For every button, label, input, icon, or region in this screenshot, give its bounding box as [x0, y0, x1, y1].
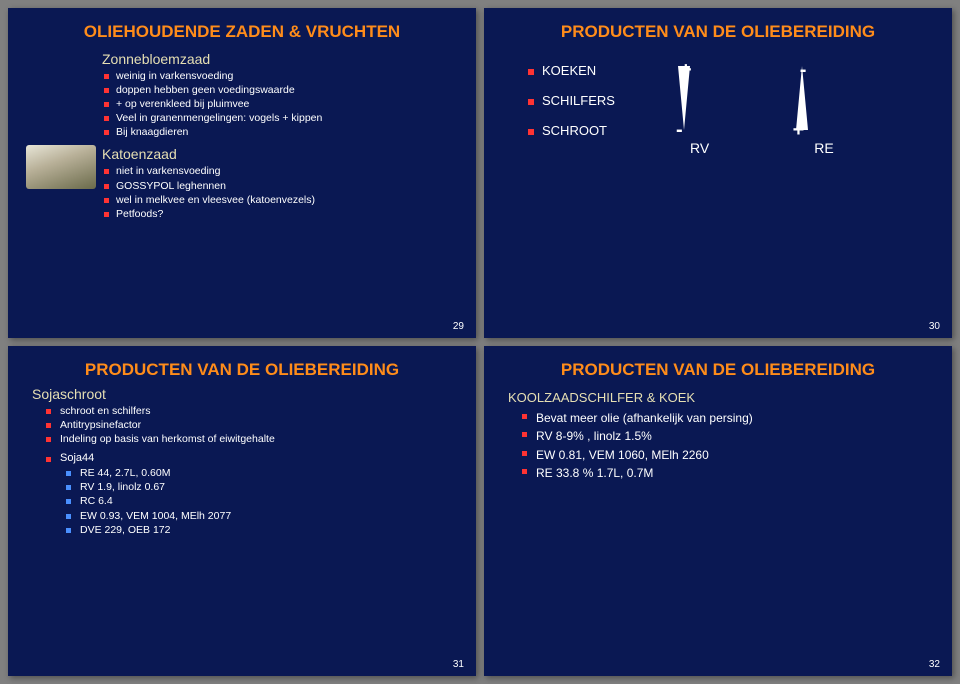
soja-list: schroot en schilfers Antitrypsinefactor …: [46, 404, 458, 447]
list-item: Petfoods?: [102, 207, 458, 221]
slide-31: PRODUCTEN VAN DE OLIEBEREIDING Sojaschro…: [8, 346, 476, 676]
sunflower-row: Zonnebloemzaad weinig in varkensvoeding …: [26, 48, 458, 140]
list-item: weinig in varkensvoeding: [102, 69, 458, 83]
slide-title: PRODUCTEN VAN DE OLIEBEREIDING: [502, 360, 934, 380]
list-item: wel in melkvee en vleesvee (katoenvezels…: [102, 193, 458, 207]
list-item: GOSSYPOL leghennen: [102, 179, 458, 193]
slide-32: PRODUCTEN VAN DE OLIEBEREIDING KOOLZAADS…: [484, 346, 952, 676]
cotton-head: Katoenzaad: [102, 146, 458, 162]
list-item: doppen hebben geen voedingswaarde: [102, 83, 458, 97]
slide-30: PRODUCTEN VAN DE OLIEBEREIDING KOEKEN + …: [484, 8, 952, 338]
re-label: RE: [814, 140, 833, 156]
koolzaad-head: KOOLZAADSCHILFER & KOEK: [508, 390, 934, 405]
list-item: schroot en schilfers: [46, 404, 458, 418]
slide-29: OLIEHOUDENDE ZADEN & VRUCHTEN Zonnebloem…: [8, 8, 476, 338]
product-matrix: KOEKEN + - SCHILFERS SCHROOT - + RV RE: [528, 56, 934, 156]
cotton-row: Katoenzaad niet in varkensvoeding GOSSYP…: [26, 143, 458, 221]
matrix-label: KOEKEN: [528, 63, 648, 78]
page-number: 29: [453, 321, 464, 332]
koek-list: Bevat meer olie (afhankelijk van persing…: [522, 409, 934, 483]
sunflower-thumb: [26, 50, 96, 94]
list-item: RV 8-9% , linolz 1.5%: [522, 427, 934, 446]
slide-title: OLIEHOUDENDE ZADEN & VRUCHTEN: [26, 22, 458, 42]
matrix-row: KOEKEN + -: [528, 56, 934, 86]
list-item: EW 0.93, VEM 1004, MElh 2077: [66, 509, 458, 523]
rv-arrow-icon: [678, 66, 690, 130]
list-item: RC 6.4: [66, 494, 458, 508]
sojaschroot-head: Sojaschroot: [32, 386, 458, 402]
list-item: + op verenkleed bij pluimvee: [102, 97, 458, 111]
list-item: RV 1.9, linolz 0.67: [66, 480, 458, 494]
matrix-label: SCHILFERS: [528, 93, 648, 108]
re-arrow-icon: [796, 66, 808, 130]
cotton-block: Katoenzaad niet in varkensvoeding GOSSYP…: [102, 143, 458, 221]
matrix-label: SCHROOT: [528, 123, 648, 138]
page-number: 31: [453, 659, 464, 670]
sunflower-block: Zonnebloemzaad weinig in varkensvoeding …: [102, 48, 458, 140]
matrix-row: SCHILFERS: [528, 86, 934, 116]
page-number: 32: [929, 659, 940, 670]
soja44-head: Soja44: [46, 452, 458, 464]
slide-title: PRODUCTEN VAN DE OLIEBEREIDING: [502, 22, 934, 42]
slide-title: PRODUCTEN VAN DE OLIEBEREIDING: [26, 360, 458, 380]
list-item: Indeling op basis van herkomst of eiwitg…: [46, 432, 458, 446]
list-item: Bij knaagdieren: [102, 125, 458, 139]
list-item: Antitrypsinefactor: [46, 418, 458, 432]
page-number: 30: [929, 321, 940, 332]
list-item: RE 33.8 % 1.7L, 0.7M: [522, 464, 934, 483]
rv-label: RV: [690, 140, 709, 156]
cotton-list: niet in varkensvoeding GOSSYPOL leghenne…: [102, 164, 458, 221]
list-item: Bevat meer olie (afhankelijk van persing…: [522, 409, 934, 428]
rv-re-labels: RV RE: [690, 140, 934, 156]
list-item: niet in varkensvoeding: [102, 164, 458, 178]
sunflower-head: Zonnebloemzaad: [102, 51, 458, 67]
list-item: EW 0.81, VEM 1060, MElh 2260: [522, 446, 934, 465]
soja44-list: RE 44, 2.7L, 0.60M RV 1.9, linolz 0.67 R…: [66, 466, 458, 537]
list-item: DVE 229, OEB 172: [66, 523, 458, 537]
sunflower-list: weinig in varkensvoeding doppen hebben g…: [102, 69, 458, 140]
list-item: RE 44, 2.7L, 0.60M: [66, 466, 458, 480]
cotton-thumb: [26, 145, 96, 189]
list-item: Veel in granenmengelingen: vogels + kipp…: [102, 111, 458, 125]
